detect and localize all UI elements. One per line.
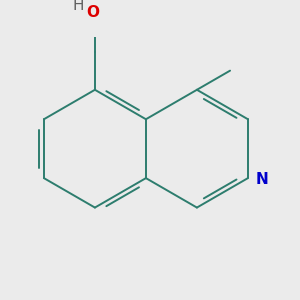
Text: O: O — [86, 5, 99, 20]
Text: H: H — [73, 0, 84, 13]
Text: N: N — [256, 172, 269, 187]
